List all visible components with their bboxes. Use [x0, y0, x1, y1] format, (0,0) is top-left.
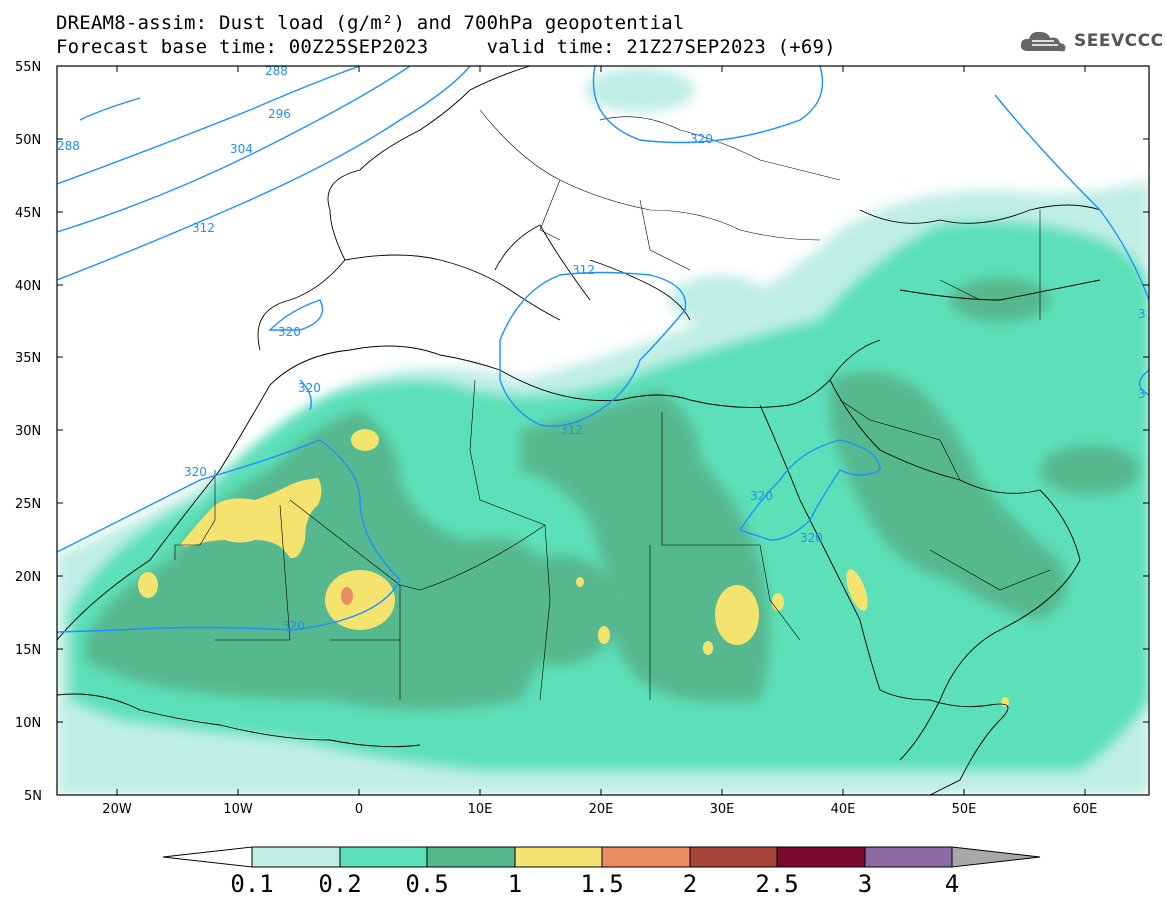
lon-label-20e: 20E — [589, 802, 614, 817]
contour-label-east-2: 3 — [1138, 387, 1146, 401]
dust-patch-somalia — [1001, 697, 1009, 707]
colorbar-tick-0.2: 0.2 — [318, 870, 361, 898]
cloud-icon — [1020, 31, 1066, 52]
map-field: 288 296 304 312 288 320 312 320 312 320 … — [57, 64, 1149, 795]
contour-320-africa — [57, 439, 401, 633]
lon-label-50e: 50E — [952, 802, 977, 817]
dust-core-mali — [341, 587, 353, 605]
colorbar-bin-0.1 — [251, 846, 341, 868]
contour-label-312-med: 312 — [572, 263, 595, 277]
lon-label-0: 0 — [355, 802, 363, 817]
lat-label-45n: 45N — [15, 206, 41, 221]
colorbar-bin-0.5 — [426, 846, 516, 868]
dust-patch-mauritania — [180, 478, 322, 559]
lat-label-15n: 15N — [15, 643, 41, 658]
geopotential-contours — [57, 66, 1149, 633]
contour-label-320-iberia: 320 — [278, 325, 301, 339]
colorbar — [162, 846, 1041, 868]
lat-label-40n: 40N — [15, 279, 41, 294]
lat-label-35n: 35N — [15, 351, 41, 366]
contour-label-288: 288 — [265, 64, 288, 78]
colorbar-ticks: 0.1 0.2 0.5 1 1.5 2 2.5 3 4 — [230, 870, 959, 898]
lon-label-40e: 40E — [831, 802, 856, 817]
lat-label-25n: 25N — [15, 497, 41, 512]
colorbar-bin-3 — [864, 846, 953, 868]
contour-label-320-europe: 320 — [690, 132, 713, 146]
contour-label-304: 304 — [230, 142, 253, 156]
colorbar-tick-1.5: 1.5 — [580, 870, 623, 898]
dust-patch-sudan-south — [703, 641, 713, 655]
lon-label-20w: 20W — [102, 802, 132, 817]
contour-288 — [57, 66, 361, 185]
lon-label-10e: 10E — [468, 802, 493, 817]
colorbar-bin-1 — [514, 846, 603, 868]
dust-patch-red-sea — [846, 569, 868, 611]
lon-label-30e: 30E — [710, 802, 735, 817]
contour-label-320-mali: 320 — [282, 619, 305, 633]
contour-label-320-egypt: 320 — [750, 489, 773, 503]
colorbar-tick-4: 4 — [945, 870, 959, 898]
colorbar-high-arrow — [951, 846, 1041, 868]
dust-patch-chad — [598, 626, 610, 644]
country-borders — [174, 109, 1051, 701]
contour-label-312-libya: 312 — [560, 423, 583, 437]
contour-label-320-morocco: 320 — [298, 381, 321, 395]
lat-label-55n: 55N — [15, 60, 41, 75]
contour-320-redsea — [738, 439, 881, 541]
dust-patch-sudan-small — [772, 593, 784, 611]
forecast-time-line: Forecast base time: 00Z25SEP2023 valid t… — [56, 36, 836, 58]
colorbar-tick-2.5: 2.5 — [755, 870, 798, 898]
dust-patch-algeria — [351, 429, 379, 451]
dust-patch-chad-small — [576, 577, 584, 587]
contour-304 — [57, 66, 471, 281]
lat-label-20n: 20N — [15, 570, 41, 585]
contour-312-east — [994, 94, 1149, 301]
lat-label-5n: 5N — [24, 789, 42, 804]
colorbar-tick-0.1: 0.1 — [230, 870, 273, 898]
logo-text: SEEVCCC — [1074, 31, 1164, 51]
contour-320-morocco — [299, 379, 312, 411]
lon-label-60e: 60E — [1073, 802, 1098, 817]
contour-label-320-sahara: 320 — [184, 465, 207, 479]
contour-label-288-west: 288 — [57, 139, 80, 153]
coastlines — [57, 66, 1101, 795]
colorbar-tick-0.5: 0.5 — [405, 870, 448, 898]
colorbar-tick-3: 3 — [858, 870, 872, 898]
dust-patch-mali — [325, 570, 395, 630]
colorbar-bin-1.5 — [601, 846, 691, 868]
longitude-labels: 20W 10W 0 10E 20E 30E 40E 50E 60E — [102, 802, 1097, 817]
dust-level-1 — [138, 429, 1009, 707]
contour-label-320-sudan: 320 — [800, 531, 823, 545]
graticule — [57, 66, 1149, 795]
map-title: DREAM8-assim: Dust load (g/m²) and 700hP… — [56, 12, 685, 34]
colorbar-tick-2: 2 — [683, 870, 697, 898]
colorbar-bin-2.5 — [776, 846, 866, 868]
lat-label-50n: 50N — [15, 133, 41, 148]
seevccc-logo: SEEVCCC — [1018, 26, 1164, 56]
colorbar-low-arrow — [162, 846, 253, 868]
contour-312-med — [499, 271, 687, 427]
dust-patch-sudan — [715, 585, 759, 645]
contour-288-west — [79, 97, 141, 121]
dust-level-15 — [341, 587, 353, 605]
contour-label-east-1: 3 — [1138, 307, 1146, 321]
contour-296 — [57, 66, 411, 233]
contour-east-edge — [1138, 369, 1149, 396]
lat-label-30n: 30N — [15, 424, 41, 439]
contour-label-312: 312 — [192, 221, 215, 235]
lat-label-10n: 10N — [15, 716, 41, 731]
colorbar-bin-2 — [689, 846, 778, 868]
colorbar-tick-1: 1 — [508, 870, 522, 898]
contour-320-europe — [592, 66, 824, 144]
contour-label-296: 296 — [268, 107, 291, 121]
latitude-labels: 55N 50N 45N 40N 35N 30N 25N 20N 15N 10N … — [15, 60, 42, 804]
map-frame — [56, 65, 1150, 796]
colorbar-bin-0.2 — [339, 846, 428, 868]
dust-patch-west-coast — [138, 572, 158, 598]
contour-labels: 288 296 304 312 288 320 312 320 312 320 … — [57, 64, 1146, 633]
dust-level-05 — [85, 278, 1140, 710]
contour-320-iberia — [268, 299, 324, 331]
lon-label-10w: 10W — [223, 802, 253, 817]
